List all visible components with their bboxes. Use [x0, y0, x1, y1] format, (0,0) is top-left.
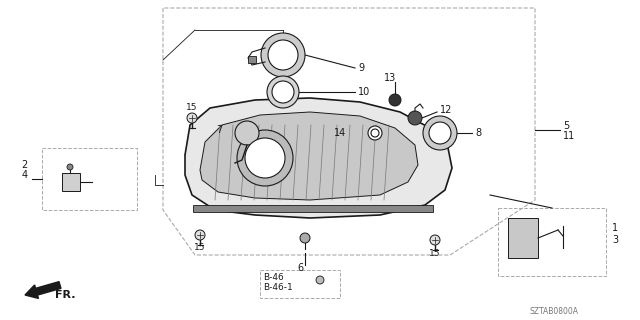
Circle shape	[423, 116, 457, 150]
Bar	[498, 208, 606, 276]
Bar	[508, 218, 538, 258]
Circle shape	[237, 130, 293, 186]
Text: 15: 15	[429, 249, 441, 258]
Text: 2: 2	[22, 160, 28, 170]
Circle shape	[235, 121, 259, 145]
Circle shape	[371, 129, 379, 137]
Text: 11: 11	[563, 131, 575, 141]
Text: 8: 8	[475, 128, 481, 138]
Circle shape	[195, 230, 205, 240]
Text: B-46-1: B-46-1	[263, 284, 292, 292]
Bar	[42, 148, 137, 210]
Text: SZTAB0800A: SZTAB0800A	[530, 308, 579, 316]
Polygon shape	[185, 98, 452, 218]
Circle shape	[429, 122, 451, 144]
Circle shape	[267, 76, 299, 108]
Circle shape	[316, 276, 324, 284]
Text: B-46: B-46	[263, 274, 284, 283]
Text: 7: 7	[216, 125, 222, 135]
Bar	[248, 56, 256, 63]
Bar	[62, 173, 80, 191]
Text: 13: 13	[384, 73, 396, 83]
Circle shape	[430, 235, 440, 245]
Circle shape	[272, 81, 294, 103]
Bar	[193, 205, 433, 212]
Text: 9: 9	[358, 63, 364, 73]
Circle shape	[245, 138, 285, 178]
Circle shape	[300, 233, 310, 243]
Text: 6: 6	[297, 263, 303, 273]
Text: 15: 15	[186, 103, 198, 113]
Text: 14: 14	[333, 128, 346, 138]
Text: 5: 5	[563, 121, 569, 131]
Text: 10: 10	[358, 87, 371, 97]
Circle shape	[67, 164, 73, 170]
Text: 12: 12	[440, 105, 452, 115]
Circle shape	[389, 94, 401, 106]
Text: 3: 3	[612, 235, 618, 245]
Text: 4: 4	[22, 170, 28, 180]
Circle shape	[187, 113, 197, 123]
Circle shape	[408, 111, 422, 125]
Text: 15: 15	[195, 244, 205, 252]
Circle shape	[368, 126, 382, 140]
Circle shape	[261, 33, 305, 77]
Bar	[260, 270, 340, 298]
FancyArrow shape	[25, 282, 61, 299]
Text: FR.: FR.	[55, 290, 76, 300]
Text: 1: 1	[612, 223, 618, 233]
Circle shape	[268, 40, 298, 70]
Polygon shape	[200, 112, 418, 200]
